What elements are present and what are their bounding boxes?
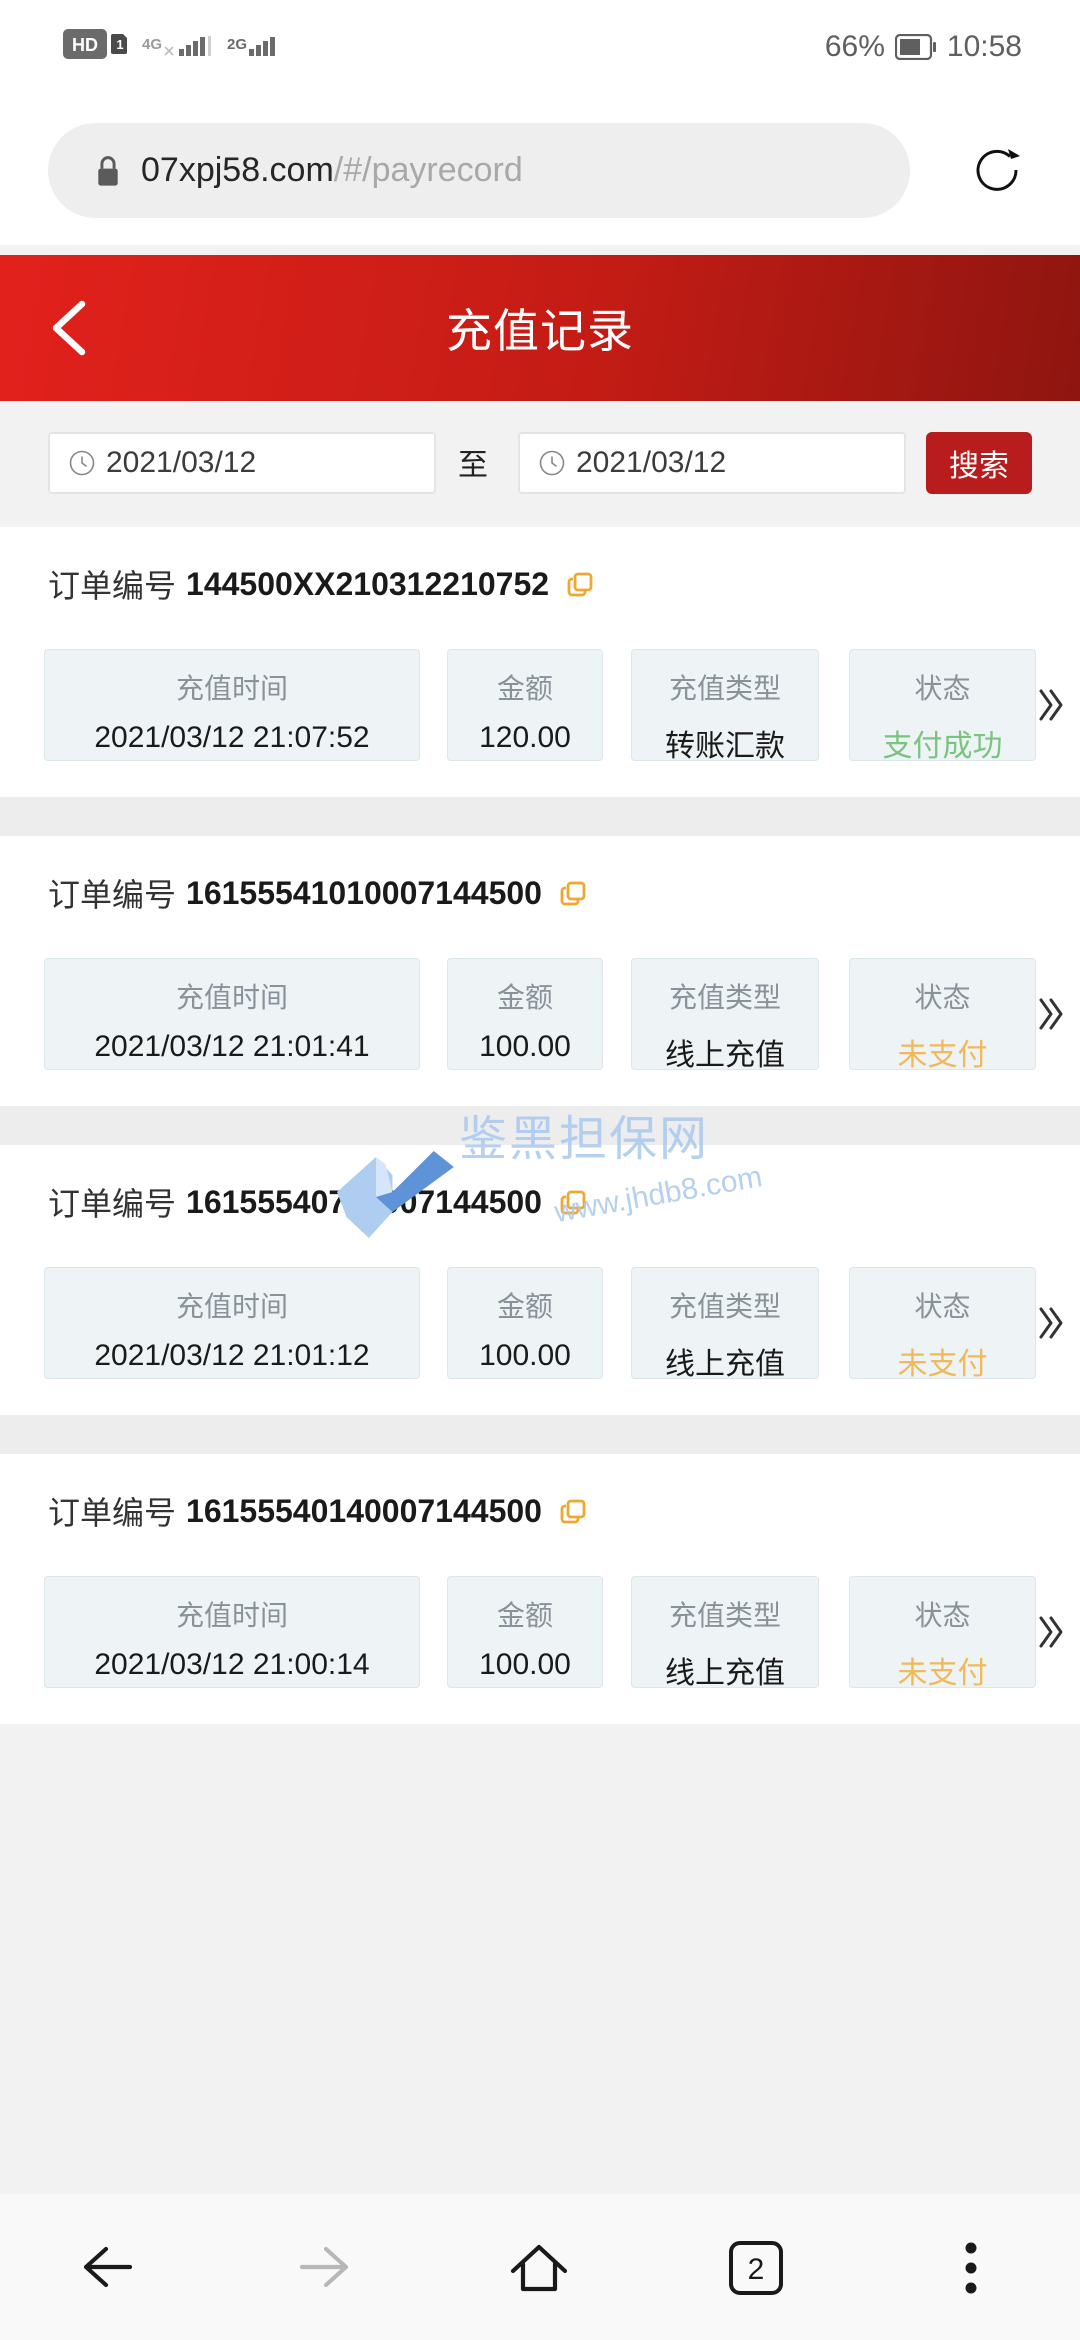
svg-text:HD: HD (72, 35, 98, 55)
svg-text:2: 2 (748, 2253, 765, 2286)
svg-text:1: 1 (116, 37, 123, 52)
